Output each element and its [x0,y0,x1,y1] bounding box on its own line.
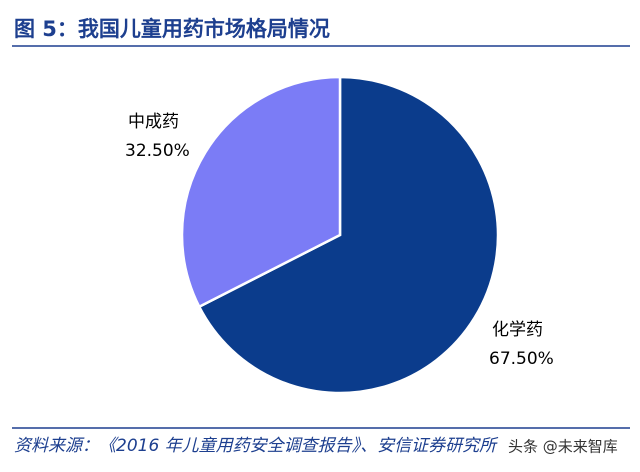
chart-title: 图 5：我国儿童用药市场格局情况 [14,17,330,41]
value-label: 67.50% [489,349,554,369]
value-label: 32.50% [125,141,190,161]
slice-label: 化学药 [492,320,543,340]
pie-slice [197,75,500,395]
slice-label: 中成药 [128,112,179,132]
source-note: 资料来源：《2016 年儿童用药安全调查报告》、安信证券研究所 [14,436,499,456]
watermark: 头条 @未来智库 [508,438,618,456]
pie-slice [180,75,342,309]
watermark-bg [500,434,630,460]
